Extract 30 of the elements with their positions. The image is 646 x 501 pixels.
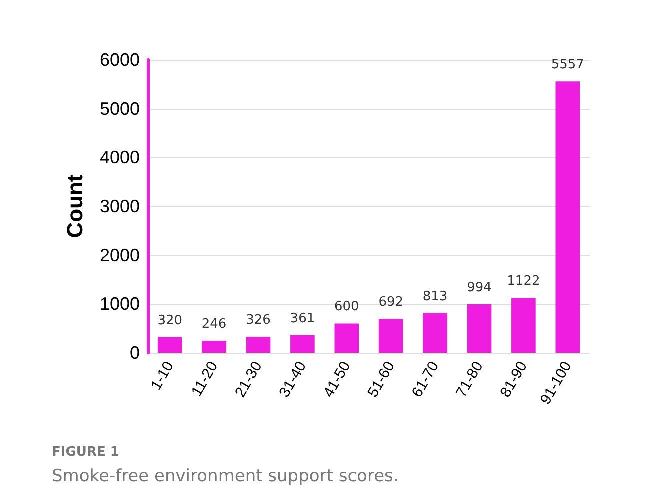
bar [556, 82, 580, 353]
data-label: 326 [246, 313, 271, 328]
bar [334, 324, 360, 353]
bar [423, 313, 448, 353]
y-tick-label: 2000 [100, 245, 140, 266]
caption: FIGURE 1 [52, 445, 120, 460]
y-tick-label: 3000 [100, 196, 140, 216]
y-tick-label: 4000 [100, 148, 140, 168]
bar [202, 340, 226, 353]
data-label: 361 [290, 311, 316, 326]
y-tick-label: 6000 [100, 50, 140, 70]
y-tick-label: 1000 [100, 294, 140, 314]
bar [246, 337, 271, 353]
data-label: 1122 [507, 274, 540, 290]
data-label: 813 [422, 289, 448, 304]
data-label: 246 [202, 316, 227, 332]
data-label: 320 [158, 313, 183, 328]
bar [467, 304, 492, 353]
data-label: 5557 [551, 58, 584, 73]
bar [378, 319, 404, 353]
data-label: 994 [467, 280, 492, 296]
y-tick-label: 5000 [100, 98, 140, 119]
y-tick-label: 0 [130, 343, 140, 363]
y-axis-title: Count [62, 174, 88, 238]
text: Smoke-free environment support scores. [52, 466, 399, 486]
bar [290, 335, 315, 353]
bar [158, 337, 182, 353]
data-label: 692 [378, 295, 404, 310]
bar [512, 298, 536, 353]
data-label: 600 [334, 300, 360, 315]
